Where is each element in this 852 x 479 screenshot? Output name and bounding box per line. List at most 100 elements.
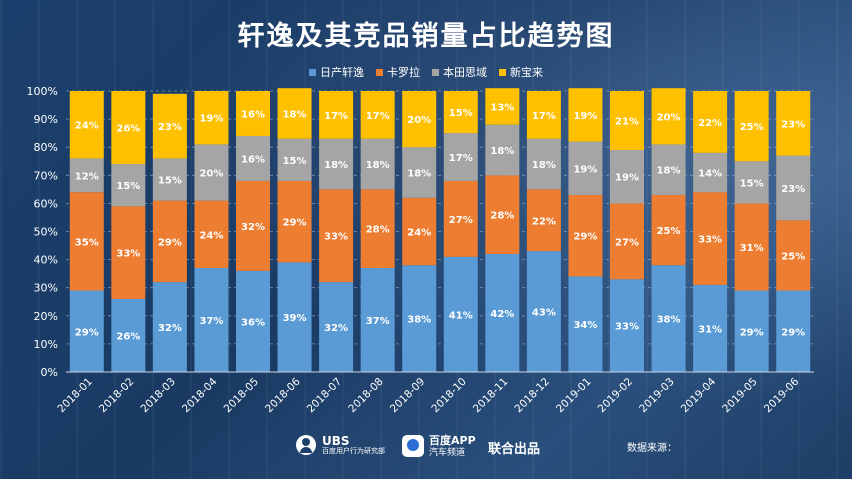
x-tick-label: 2019-03 [637,376,677,416]
legend-label: 本田思域 [443,66,487,79]
legend-item-corolla: 卡罗拉 [376,64,420,80]
data-label: 24% [199,230,223,241]
user-icon [296,435,316,456]
data-label: 43% [532,308,556,319]
bar-segment [776,220,811,291]
data-label: 18% [283,109,307,120]
data-source-label: 数据来源： [627,443,677,454]
bar-segment [236,135,270,181]
data-label: 26% [116,124,140,135]
data-label: 18% [366,160,390,171]
y-tick-label: 60% [34,197,58,210]
bar-segment [485,175,520,254]
bar-segment [443,256,478,372]
data-label: 37% [199,316,223,327]
bar-segment [360,91,395,139]
bar-segment [651,194,686,266]
bar-segment [69,158,104,193]
x-tick-label: 2018-11 [471,376,511,416]
bar-segment [651,144,686,195]
bar-segment [610,91,644,151]
bar-segment [526,91,561,139]
data-label: 23% [781,184,805,195]
data-label: 38% [407,315,431,326]
bar-segment [568,88,603,142]
x-tick-label: 2018-10 [429,376,469,416]
bar-segment [443,133,478,181]
bar-segment [776,290,811,372]
data-label: 17% [449,153,473,164]
bar-segment [402,91,437,148]
bar-segment [277,180,312,263]
data-label: 32% [241,222,265,233]
x-tick-label: 2019-06 [762,375,802,415]
bar-segment [485,253,520,372]
bar-segment [734,91,769,162]
chart-title: 轩逸及其竞品销量占比趋势图 [237,21,615,52]
data-label: 32% [158,323,182,334]
data-label: 20% [657,112,681,123]
x-tick-label: 2018-06 [263,375,303,415]
data-label: 16% [241,154,265,165]
x-tick-label: 2018-03 [139,376,179,416]
bar-segment [651,88,686,145]
ubs-subtitle: 百度用户行为研究部 [322,447,385,456]
bar-segment [568,194,603,277]
bar-segment [610,203,644,280]
data-label: 19% [199,114,223,125]
data-label: 33% [116,249,140,260]
bar-segment [194,200,229,269]
chart-legend: 日产轩逸 卡罗拉 本田思域 新宝来 [0,64,852,80]
y-tick-label: 70% [34,169,58,182]
bar-segment [734,290,769,372]
bar-segment [111,206,146,299]
data-label: 15% [116,181,140,192]
data-label: 33% [615,322,639,333]
bar-segment [693,91,728,153]
bar-segment [693,192,728,285]
legend-item-civic: 本田思域 [432,64,487,80]
joint-production-label: 联合出品 [488,442,541,457]
bar-segment [236,91,270,136]
x-tick-label: 2018-12 [513,376,553,416]
bar-segment [526,138,561,190]
data-label: 27% [449,215,473,226]
x-tick-label: 2018-09 [388,376,428,416]
bar-segment [610,150,644,204]
x-tick-label: 2019-05 [720,376,760,416]
bar-segment [734,203,769,291]
x-tick-label: 2018-04 [180,375,220,415]
data-label: 29% [573,232,597,243]
bar-segment [111,164,146,207]
data-label: 37% [366,316,390,327]
data-label: 21% [615,117,639,128]
data-label: 36% [241,317,265,328]
bar-segment [360,189,395,269]
bar-segment [194,144,229,201]
data-label: 39% [283,313,307,324]
bar-segment [402,265,437,372]
bar-segment [443,91,478,134]
data-label: 14% [698,168,722,179]
baidu-channel: 汽车频道 [429,447,466,458]
legend-swatch [499,68,506,76]
data-label: 35% [75,237,99,248]
bar-segment [776,155,811,221]
data-label: 15% [158,176,182,187]
bar-segment [277,138,312,181]
data-label: 22% [532,216,556,227]
data-label: 15% [449,108,473,119]
bar-segment [402,147,437,198]
bar-segment [277,262,312,372]
data-label: 29% [283,218,307,229]
bar-segment [69,290,104,372]
data-label: 19% [573,164,597,175]
bar-segment [236,270,270,372]
data-label: 12% [75,171,99,182]
x-tick-label: 2019-02 [596,376,636,416]
y-tick-label: 100% [27,85,58,98]
bar-segment [319,282,354,372]
data-label: 32% [324,323,348,334]
